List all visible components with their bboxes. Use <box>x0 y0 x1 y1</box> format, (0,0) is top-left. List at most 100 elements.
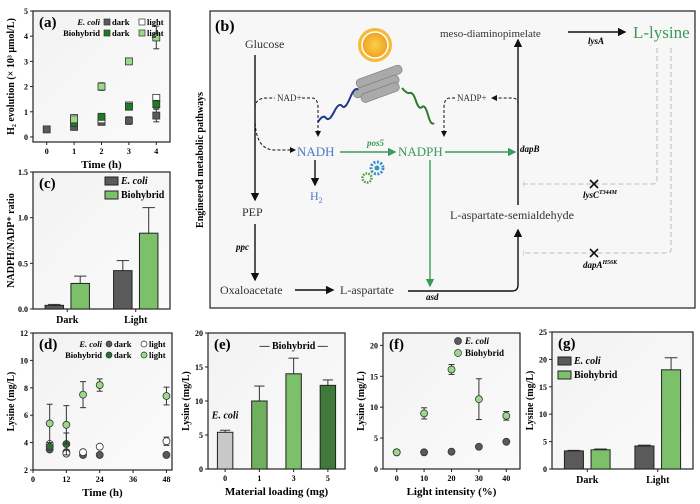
y-axis-label: Lysine (mg/L) <box>6 372 17 432</box>
legend-group: E. coli <box>78 339 102 349</box>
x-tick-label: 4 <box>154 147 158 156</box>
x-tick-label: 1 <box>72 147 76 156</box>
data-point <box>420 448 429 457</box>
data-point <box>125 116 133 125</box>
legend-label: light <box>149 339 166 349</box>
chart-g: (g) 0 5 10 15 20 25 Lysine (mg/L) Dark Light E. co… <box>525 328 694 486</box>
chart-a: (a) 0 1 2 3 4 5 H₂ evolution (× 10³ μmol/L) Time… <box>6 7 171 171</box>
gene-dapA: dapAH56K <box>583 260 618 270</box>
nanotube-material-icon <box>352 64 403 103</box>
y-tick-label: 0.0 <box>18 305 28 314</box>
x-tick-label: 36 <box>129 475 137 484</box>
data-point <box>95 451 104 459</box>
y-tick-label: 12 <box>20 329 28 338</box>
y-tick-label: 20 <box>195 329 203 338</box>
legend-swatch <box>104 190 119 200</box>
node-nad: NAD+ <box>277 93 302 103</box>
blue-wave-icon <box>317 88 359 123</box>
x-tick-label: 12 <box>62 475 70 484</box>
y-tick-label: 20 <box>370 341 378 350</box>
data-point <box>474 395 483 404</box>
legend-label: dark <box>112 17 130 27</box>
legend-marker <box>138 29 146 37</box>
legend-label: light <box>147 17 164 27</box>
data-point <box>79 448 87 457</box>
legend-label: dark <box>114 339 132 349</box>
x-tick-label: 0 <box>45 147 49 156</box>
x-axis-label: Time (h) <box>82 487 123 499</box>
x-tick-label: Dark <box>56 315 79 326</box>
data-point <box>45 442 54 451</box>
y-tick-label: 5 <box>374 434 378 443</box>
gene-ppc: ppc <box>235 242 249 252</box>
y-tick-label: 15 <box>370 372 378 381</box>
x-tick-label: Light <box>646 475 670 486</box>
node-glucose: Glucose <box>245 37 284 51</box>
data-point <box>502 411 511 420</box>
panel-label: (d) <box>39 337 57 353</box>
legend-marker <box>105 340 113 348</box>
bar <box>251 400 268 470</box>
x-tick-label: 3 <box>127 147 131 156</box>
y-axis-label: NADPH/NADP⁺ ratio <box>6 193 17 287</box>
y-tick-label: 15 <box>195 363 203 372</box>
bar <box>44 304 65 310</box>
legend-label: dark <box>114 350 132 360</box>
y-tick-label: 10 <box>20 356 28 365</box>
data-point <box>152 100 161 109</box>
legend-swatch <box>557 370 572 380</box>
x-tick-label: 48 <box>162 475 170 484</box>
panel-label: (e) <box>214 337 231 353</box>
node-l-lysine: L-lysine <box>633 23 690 42</box>
data-point <box>42 125 51 134</box>
x-tick-label: 1 <box>257 474 261 483</box>
y-tick-label: 2 <box>24 83 28 92</box>
y-tick-label: 5 <box>543 438 547 447</box>
x-tick-label: 5 <box>326 474 330 483</box>
y-tick-label: 4 <box>24 32 28 41</box>
y-tick-label: 10 <box>539 410 547 419</box>
legend-label: E. coli <box>120 176 148 187</box>
legend-marker <box>140 351 148 359</box>
y-tick-label: 5 <box>199 431 203 440</box>
data-point <box>125 57 133 66</box>
y-axis-label: Lysine (mg/L) <box>356 371 367 431</box>
legend-marker <box>454 337 462 345</box>
x-tick-label: 2 <box>100 147 104 156</box>
y-tick-label: 1 <box>24 108 28 117</box>
legend-label: light <box>147 28 164 38</box>
data-point <box>45 419 54 428</box>
y-tick-label: 8 <box>24 384 28 393</box>
x-tick-label: 40 <box>502 474 510 483</box>
x-tick-label: 30 <box>475 474 483 483</box>
y-tick-label: 5 <box>24 7 28 16</box>
x-tick-label: 20 <box>448 474 456 483</box>
legend-marker <box>103 18 111 26</box>
data-point <box>162 437 171 446</box>
sun-icon <box>358 28 392 62</box>
node-pep: PEP <box>242 205 263 219</box>
bar <box>138 232 159 310</box>
legend-label: E. coli <box>464 336 489 346</box>
gene-lysA: lysA <box>588 36 604 46</box>
bar <box>70 282 90 310</box>
panel-label: (f) <box>389 337 404 353</box>
y-tick-label: 25 <box>539 328 547 337</box>
bar <box>661 369 682 470</box>
legend-label: E. coli <box>573 356 601 367</box>
y-tick-label: 0 <box>543 465 547 474</box>
y-tick-label: 10 <box>370 403 378 412</box>
data-point <box>420 409 429 418</box>
panel-label-b: (b) <box>215 18 235 35</box>
legend-group: E. coli <box>76 17 100 27</box>
y-tick-label: 0.5 <box>18 259 28 268</box>
data-point <box>95 381 104 389</box>
y-tick-label: 0 <box>199 465 203 474</box>
legend-label: Biohybrid <box>121 190 165 201</box>
y-axis-label: H₂ evolution (× 10³ μmol/L) <box>6 18 17 135</box>
data-point <box>447 365 456 374</box>
data-point <box>152 33 161 42</box>
legend-label: Biohybrid <box>574 370 618 381</box>
